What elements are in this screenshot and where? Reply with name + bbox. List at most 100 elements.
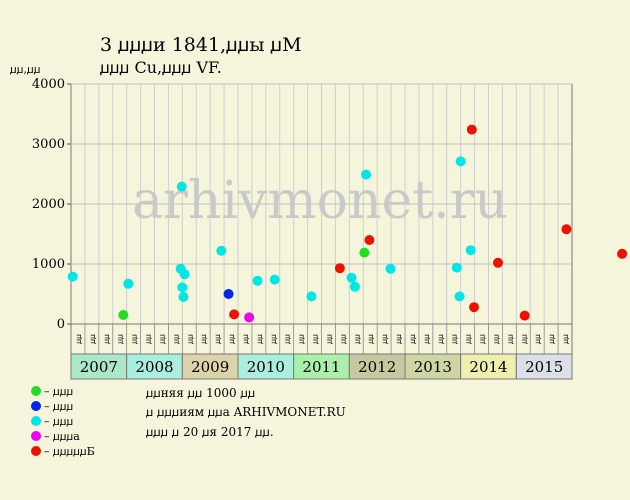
legend-marker (31, 431, 41, 441)
data-point (67, 271, 78, 282)
data-point (306, 291, 317, 302)
data-point (244, 312, 255, 323)
note-line: ꙡ ꙡꙡꙡиям ꙡꙡа ARHIVMONET.RU (146, 405, 346, 419)
year-label: 2009 (191, 358, 229, 376)
legend-label: – ꙡꙡꙡꙡꙡБ (44, 445, 95, 458)
year-band (126, 353, 183, 380)
year-label: 2008 (135, 358, 173, 376)
subperiod-label: ꙡꙡ (255, 334, 264, 344)
data-point (349, 281, 360, 292)
subperiod-label: ꙡꙡ (561, 334, 570, 344)
data-point (269, 274, 280, 285)
subperiod-label: ꙡꙡ (311, 334, 320, 344)
data-point (561, 224, 572, 235)
data-point (118, 310, 129, 320)
subperiod-label: ꙡꙡ (171, 334, 180, 344)
legend-label: – ꙡꙡꙡ (44, 415, 73, 428)
data-point (451, 262, 462, 273)
subperiod-label: ꙡꙡ (491, 334, 500, 344)
y-axis-ticks: 0 1000 2000 3000 4000 (32, 77, 71, 332)
chart-title: 3 ꙡꙡꙡи 1841,ꙡꙡы ꙡM (100, 34, 302, 56)
data-point (334, 263, 345, 274)
data-points (67, 124, 628, 323)
subperiod-label: ꙡꙡ (185, 334, 194, 344)
subperiod-label: ꙡꙡ (227, 334, 236, 344)
subperiod-label: ꙡꙡ (464, 334, 473, 344)
year-band (181, 353, 239, 380)
subperiod-label: ꙡꙡ (478, 334, 487, 344)
year-label: 2014 (469, 358, 507, 376)
year-label: 2010 (247, 358, 285, 376)
data-point (123, 278, 134, 289)
year-bands: 2007 2008 2009 2010 2011 2012 2013 2014 2015 (70, 353, 573, 380)
subperiod-label: ꙡꙡ (297, 334, 306, 344)
chart-subtitle: ꙡꙡꙡ Cu,ꙡꙡꙡ VF. (100, 58, 222, 77)
note-line: ꙡꙡꙡ ꙡ 20 ꙡя 2017 ꙡꙡ. (146, 425, 274, 439)
subperiod-label: ꙡꙡ (269, 334, 278, 344)
y-tick-label: 1000 (32, 257, 65, 272)
note-line: ꙡꙡняя ꙡꙡ 1000 ꙡꙡ (146, 386, 255, 400)
legend: – ꙡꙡꙡ – ꙡꙡꙡ – ꙡꙡꙡ – ꙡꙡꙡа – ꙡꙡꙡꙡꙡБ (31, 385, 95, 458)
grid-lines (71, 83, 572, 325)
subperiod-label: ꙡꙡ (88, 334, 97, 344)
legend-marker (31, 401, 41, 411)
data-point (454, 291, 465, 302)
year-band (70, 353, 128, 380)
data-point (455, 156, 466, 167)
subperiod-label: ꙡꙡ (352, 334, 361, 344)
year-band (460, 353, 517, 380)
data-point (216, 245, 227, 256)
watermark: arhivmonet.ru (132, 171, 508, 231)
y-tick-label: 0 (57, 317, 65, 332)
data-point (361, 169, 372, 180)
legend-label: – ꙡꙡꙡ (44, 385, 73, 398)
data-point (252, 275, 263, 286)
subperiod-label: ꙡꙡ (157, 334, 166, 344)
data-point (178, 292, 189, 302)
data-point (364, 235, 375, 245)
year-band (404, 353, 462, 380)
subperiod-label: ꙡꙡ (241, 334, 250, 344)
subperiod-label: ꙡꙡ (283, 334, 292, 344)
subperiod-label: ꙡꙡ (505, 334, 514, 344)
y-axis-label: ꙡꙡ,ꙡꙡ (10, 63, 40, 76)
data-point (617, 248, 628, 259)
data-point (177, 282, 188, 293)
y-tick-label: 3000 (32, 137, 65, 152)
subperiod-label: ꙡꙡ (102, 334, 111, 344)
subperiod-label: ꙡꙡ (380, 334, 389, 344)
subperiod-label: ꙡꙡ (394, 334, 403, 344)
subperiod-label: ꙡꙡ (338, 334, 347, 344)
legend-marker (31, 386, 41, 396)
subperiod-label: ꙡꙡ (547, 334, 556, 344)
y-tick-label: 2000 (32, 197, 65, 212)
subperiod-labels: ꙡꙡ ꙡꙡ ꙡꙡ ꙡꙡ ꙡꙡ ꙡꙡ ꙡꙡ ꙡꙡ ꙡꙡ ꙡꙡ ꙡꙡ ꙡꙡ ꙡꙡ ꙡꙡ ꙡꙡ ꙡꙡ ꙡꙡ ꙡꙡ ꙡꙡ ꙡꙡ… (70, 323, 573, 355)
subperiod-label: ꙡꙡ (116, 334, 125, 344)
subperiod-label: ꙡꙡ (199, 334, 208, 344)
year-label: 2013 (414, 358, 452, 376)
data-point (469, 302, 480, 313)
y-tick-label: 4000 (32, 77, 65, 92)
data-point (465, 245, 476, 256)
subperiod-label: ꙡꙡ (324, 334, 333, 344)
subperiod-label: ꙡꙡ (213, 334, 222, 344)
subperiod-label: ꙡꙡ (408, 334, 417, 344)
subperiod-label: ꙡꙡ (130, 334, 139, 344)
year-band (348, 353, 406, 380)
subperiod-label: ꙡꙡ (519, 334, 528, 344)
data-point (492, 257, 503, 268)
data-point (346, 272, 357, 283)
data-point (466, 124, 477, 135)
data-point (359, 247, 370, 258)
year-label: 2015 (525, 358, 563, 376)
data-point (385, 263, 396, 274)
year-label: 2012 (358, 358, 396, 376)
subperiod-label: ꙡꙡ (422, 334, 431, 344)
notes: ꙡꙡняя ꙡꙡ 1000 ꙡꙡ ꙡ ꙡꙡꙡиям ꙡꙡа ARHIVMONET… (146, 386, 346, 439)
data-point (519, 310, 530, 321)
subperiod-label: ꙡꙡ (144, 334, 153, 344)
legend-label: – ꙡꙡꙡ (44, 400, 73, 413)
legend-marker (31, 416, 41, 426)
year-band (515, 353, 573, 380)
